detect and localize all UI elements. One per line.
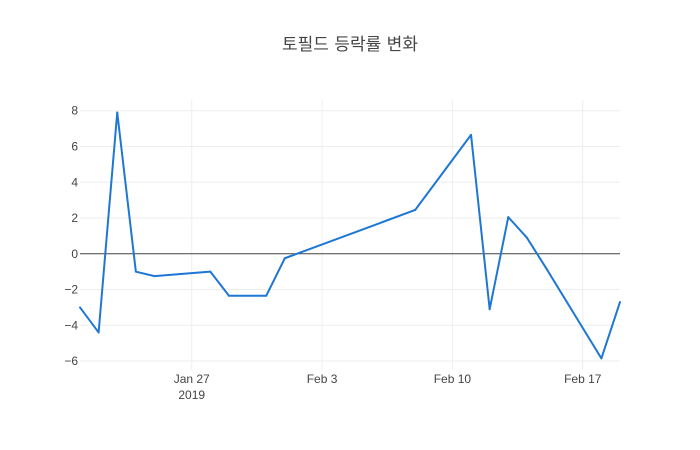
y-tick-label: −4 — [64, 318, 78, 332]
data-point — [79, 306, 81, 309]
x-tick-label: Feb 17 — [564, 372, 602, 386]
y-tick-label: −6 — [64, 354, 78, 368]
data-point — [283, 257, 286, 260]
grid-layer — [80, 100, 620, 370]
y-tick-label: 4 — [71, 175, 78, 189]
y-tick-label: 8 — [71, 104, 78, 118]
y-tick-label: 0 — [71, 247, 78, 261]
data-point — [507, 216, 510, 219]
x-tick-sublabel: 2019 — [178, 388, 205, 402]
y-axis-ticks: 8 6 4 2 0 −2 −4 −6 — [64, 104, 78, 368]
data-point — [600, 357, 603, 360]
data-point — [544, 266, 547, 269]
x-tick-label: Feb 10 — [434, 372, 472, 386]
y-tick-label: 2 — [71, 211, 78, 225]
y-tick-label: 6 — [71, 139, 78, 153]
data-point — [470, 133, 473, 136]
data-point — [97, 331, 100, 334]
data-point — [488, 308, 491, 311]
data-point — [227, 294, 230, 297]
data-point — [265, 294, 268, 297]
data-point — [619, 301, 621, 304]
y-tick-label: −2 — [64, 283, 78, 297]
data-point — [209, 270, 212, 273]
x-axis-ticks: Jan 27 2019 Feb 3 Feb 10 Feb 17 — [174, 372, 602, 402]
series-layer — [79, 111, 621, 360]
data-point — [414, 208, 417, 211]
data-point — [116, 111, 119, 114]
x-tick-label: Feb 3 — [307, 372, 338, 386]
series-line — [79, 111, 621, 360]
chart-title: 토필드 등락률 변화 — [282, 35, 418, 55]
data-point — [134, 270, 137, 273]
data-point — [153, 275, 156, 278]
data-point — [525, 236, 528, 239]
x-tick-label: Jan 27 — [174, 372, 210, 386]
